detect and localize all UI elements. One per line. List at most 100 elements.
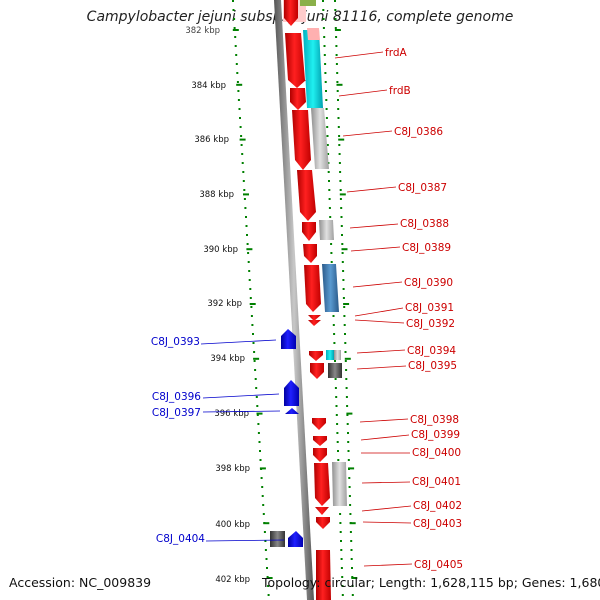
ruler-dot bbox=[248, 270, 251, 272]
cds-arrow-C8J-0403[interactable] bbox=[316, 517, 330, 529]
ruler-dot bbox=[236, 72, 239, 74]
ruler-dot bbox=[249, 297, 252, 299]
ruler-dot bbox=[341, 243, 344, 245]
ruler-dot bbox=[328, 207, 331, 209]
ruler-dot bbox=[255, 396, 258, 398]
gene-label[interactable]: frdB bbox=[389, 85, 411, 97]
ruler-dot bbox=[332, 315, 335, 317]
cds-arrow-C8J-0395[interactable] bbox=[310, 363, 324, 379]
cds-arrow-frdA[interactable] bbox=[285, 33, 306, 88]
ruler-dot bbox=[332, 324, 335, 326]
gene-label[interactable]: C8J_0403 bbox=[413, 518, 462, 530]
gene-label[interactable]: C8J_0391 bbox=[405, 302, 454, 314]
gene-label[interactable]: C8J_0393 bbox=[151, 336, 200, 348]
ruler-dot bbox=[335, 405, 338, 407]
ruler-dot bbox=[343, 306, 346, 308]
ruler-dot bbox=[262, 513, 265, 515]
ruler-dot bbox=[325, 99, 328, 101]
gene-label[interactable]: C8J_0387 bbox=[398, 182, 447, 194]
ruler-tick bbox=[339, 193, 346, 196]
cds-arrow-C8J-0390[interactable] bbox=[304, 265, 321, 312]
ruler-dot bbox=[247, 261, 250, 263]
forward-cds-track bbox=[284, 0, 331, 600]
cds-arrow-C8J-0389[interactable] bbox=[303, 244, 317, 263]
gene-label[interactable]: C8J_0388 bbox=[400, 218, 449, 230]
gene-label[interactable]: C8J_0398 bbox=[410, 414, 459, 426]
ruler-tick-label: 382 kbp bbox=[185, 26, 220, 36]
gene-label[interactable]: C8J_0396 bbox=[152, 391, 201, 403]
ruler-dot bbox=[335, 414, 338, 416]
ruler-dot bbox=[336, 432, 339, 434]
gene-label[interactable]: C8J_0389 bbox=[402, 242, 451, 254]
cds-arrow-C8J-0387[interactable] bbox=[297, 170, 316, 221]
ruler-tick-label: 400 kbp bbox=[215, 520, 250, 530]
cds-arrow-C8J-0399[interactable] bbox=[313, 436, 327, 446]
ruler-dot bbox=[338, 135, 341, 137]
ruler-dot bbox=[264, 549, 267, 551]
ruler-dot bbox=[265, 558, 268, 560]
cds-arrow-C8J-0396[interactable] bbox=[284, 380, 299, 406]
cds-arrow-C8J-0405[interactable] bbox=[316, 550, 331, 600]
gene-label[interactable]: C8J_0401 bbox=[412, 476, 461, 488]
cds-arrow-C8J-0392[interactable] bbox=[308, 320, 321, 326]
cds-arrow-C8J-0397[interactable] bbox=[285, 408, 299, 414]
accession-text: Accession: NC_009839 bbox=[9, 575, 152, 590]
ruler-dot bbox=[250, 306, 253, 308]
ruler-dot bbox=[324, 81, 327, 83]
ruler-dot bbox=[344, 351, 347, 353]
gene-label[interactable]: C8J_0405 bbox=[414, 559, 463, 571]
ruler-tick bbox=[243, 193, 249, 196]
cog-block-C8J-0386 bbox=[311, 108, 329, 169]
gene-label[interactable]: C8J_0397 bbox=[152, 407, 201, 419]
gene-label[interactable]: frdA bbox=[385, 47, 407, 59]
cog-block-C8J-0394 bbox=[326, 350, 334, 360]
cds-arrow-C8J-0386[interactable] bbox=[292, 110, 311, 170]
cds-arrow-C8J-0401[interactable] bbox=[314, 463, 330, 506]
ruler-dot bbox=[348, 477, 351, 479]
ruler-dot bbox=[322, 9, 325, 11]
ruler-dot bbox=[339, 522, 342, 524]
gene-label[interactable]: C8J_0392 bbox=[406, 318, 455, 330]
cds-arrow-C8J-0391[interactable] bbox=[308, 315, 321, 321]
ruler-dot bbox=[341, 234, 343, 236]
cds-arrow-C8J-0400[interactable] bbox=[313, 448, 327, 462]
gene-label[interactable]: C8J_0395 bbox=[408, 360, 457, 372]
gene-label[interactable]: C8J_0390 bbox=[404, 277, 453, 289]
gene-label[interactable]: C8J_0386 bbox=[394, 126, 443, 138]
ruler-dot bbox=[346, 414, 349, 416]
cds-arrow-C8J-0404[interactable] bbox=[288, 531, 303, 547]
ruler-dot bbox=[350, 549, 353, 551]
gene-label[interactable]: C8J_0402 bbox=[413, 500, 462, 512]
ruler-dot bbox=[329, 216, 332, 218]
cds-arrow-C8J-0398[interactable] bbox=[312, 418, 326, 430]
ruler-dot bbox=[252, 342, 255, 344]
cds-arrow-C8J-0393[interactable] bbox=[281, 329, 296, 349]
gene-label[interactable]: C8J_0399 bbox=[411, 429, 460, 441]
ruler-dot bbox=[322, 27, 325, 29]
ruler-dot bbox=[325, 90, 327, 92]
ruler-dot bbox=[248, 279, 251, 281]
cds-arrow-C8J-0394[interactable] bbox=[309, 351, 323, 361]
ruler-dot bbox=[336, 81, 339, 83]
gene-label[interactable]: C8J_0404 bbox=[156, 533, 205, 545]
ruler-dot bbox=[326, 135, 329, 137]
cds-arrow-frdA-tail[interactable] bbox=[284, 0, 298, 26]
ruler-dot bbox=[333, 342, 336, 344]
cds-arrow-frdB[interactable] bbox=[290, 88, 306, 110]
cds-arrow-C8J-0388[interactable] bbox=[302, 222, 316, 241]
ruler-dot bbox=[254, 378, 257, 380]
ruler-tick bbox=[246, 248, 253, 251]
forward-gene-labels: frdA frdB C8J_0386 C8J_0387 C8J_0388 C8J… bbox=[334, 47, 463, 571]
gene-label[interactable]: C8J_0394 bbox=[407, 345, 456, 357]
ruler-dot bbox=[341, 594, 344, 596]
ruler-tick bbox=[344, 357, 351, 360]
gene-label[interactable]: C8J_0400 bbox=[412, 447, 461, 459]
ruler-dot bbox=[341, 261, 344, 263]
cog-block-C8J-0390 bbox=[322, 264, 339, 312]
ruler-dot bbox=[342, 297, 345, 299]
ruler-dot bbox=[328, 180, 330, 182]
ruler-dot bbox=[327, 153, 330, 155]
ruler-dot bbox=[342, 270, 345, 272]
cds-arrow-C8J-0402[interactable] bbox=[315, 507, 329, 515]
ruler-dot bbox=[338, 144, 341, 146]
